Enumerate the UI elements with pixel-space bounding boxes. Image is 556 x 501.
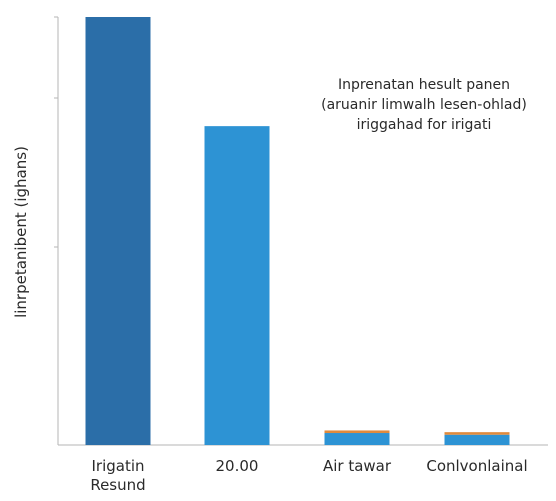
x-tick-label: Irigatin Resund <box>90 457 145 494</box>
annotation-line: Inprenatan hesult panen <box>338 77 510 93</box>
bar <box>324 433 390 445</box>
chart-annotation: Inprenatan hesult panen (aruanir limwalh … <box>321 77 527 133</box>
bar <box>85 17 151 445</box>
x-tick-label: Air tawar <box>323 457 392 475</box>
annotation-line: iriggahad for irigati <box>357 117 492 133</box>
bar <box>444 434 510 445</box>
y-axis-ticks <box>54 16 58 248</box>
bar <box>204 126 270 445</box>
annotation-line: (aruanir limwalh lesen-ohlad) <box>321 97 527 113</box>
x-axis-tick-labels: Irigatin Resund 20.00 Air tawar Conlvonlaina… <box>90 457 527 494</box>
x-tick-label: 20.00 <box>216 457 259 475</box>
x-tick-label: Conlvonlainal <box>426 457 527 475</box>
bar-accent-segment <box>324 430 390 434</box>
bar-accent-segment <box>444 432 510 435</box>
y-axis-label: linrpetanibent (ighans) <box>12 146 30 318</box>
bar-series <box>85 17 510 445</box>
